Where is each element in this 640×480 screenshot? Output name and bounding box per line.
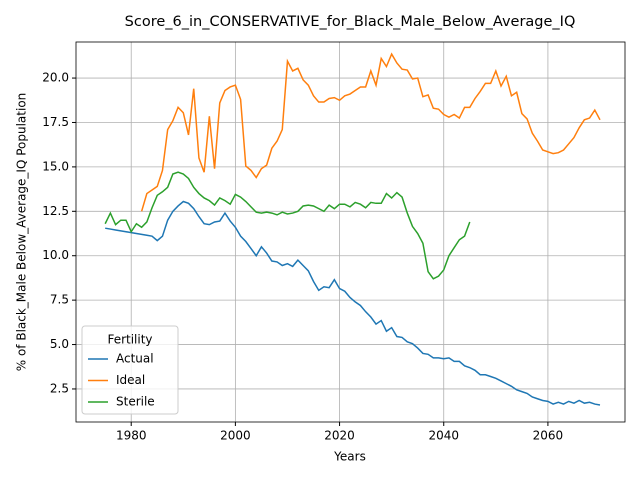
- y-tick-label: 10.0: [42, 248, 69, 262]
- legend-label: Actual: [116, 352, 154, 366]
- x-tick-label: 2060: [533, 429, 564, 443]
- y-tick-label: 2.5: [50, 381, 69, 395]
- legend-label: Sterile: [116, 395, 155, 409]
- grid: [76, 42, 625, 422]
- legend-label: Ideal: [116, 373, 145, 387]
- plot-frame: [75, 41, 626, 423]
- series-line: [105, 200, 601, 406]
- legend: Fertility Actual Ideal Sterile: [81, 325, 179, 415]
- x-tick-label: 1980: [116, 429, 147, 443]
- y-tick-label: 17.5: [42, 115, 69, 129]
- y-axis-label: % of Black_Male Below_Average_IQ Populat…: [15, 93, 29, 372]
- legend-box: [81, 325, 179, 415]
- y-tick-label: 15.0: [42, 159, 69, 173]
- legend-title: Fertility: [107, 333, 152, 347]
- y-tick-label: 5.0: [50, 337, 69, 351]
- y-tick-label: 12.5: [42, 204, 69, 218]
- chart-title: Score_6_in_CONSERVATIVE_for_Black_Male_B…: [125, 14, 576, 30]
- series-line: [104, 171, 471, 280]
- x-axis-label: Years: [333, 450, 366, 464]
- x-tick-label: 2000: [220, 429, 251, 443]
- x-tick-label: 2020: [324, 429, 355, 443]
- x-tick-label: 2040: [428, 429, 459, 443]
- series-line: [140, 52, 601, 212]
- lines: [104, 52, 601, 406]
- y-tick-label: 7.5: [50, 293, 69, 307]
- y-tick-label: 20.0: [42, 71, 69, 85]
